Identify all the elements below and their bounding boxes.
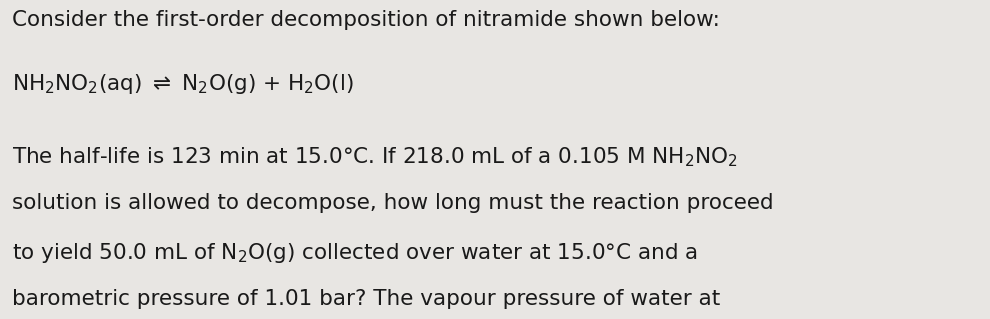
Text: $\mathregular{NH_2NO_2}$(aq) $\rightleftharpoons$ $\mathregular{N_2}$O(g) + $\ma: $\mathregular{NH_2NO_2}$(aq) $\rightleft… <box>12 72 353 96</box>
Text: solution is allowed to decompose, how long must the reaction proceed: solution is allowed to decompose, how lo… <box>12 193 773 213</box>
Text: to yield 50.0 mL of $\mathregular{N_2}$O(g) collected over water at 15.0$\degree: to yield 50.0 mL of $\mathregular{N_2}$O… <box>12 241 698 265</box>
Text: Consider the first-order decomposition of nitramide shown below:: Consider the first-order decomposition o… <box>12 10 720 30</box>
Text: The half-life is 123 min at 15.0$\degree$C. If 218.0 mL of a 0.105 M $\mathregul: The half-life is 123 min at 15.0$\degree… <box>12 145 738 169</box>
Text: barometric pressure of 1.01 bar? The vapour pressure of water at: barometric pressure of 1.01 bar? The vap… <box>12 289 720 309</box>
